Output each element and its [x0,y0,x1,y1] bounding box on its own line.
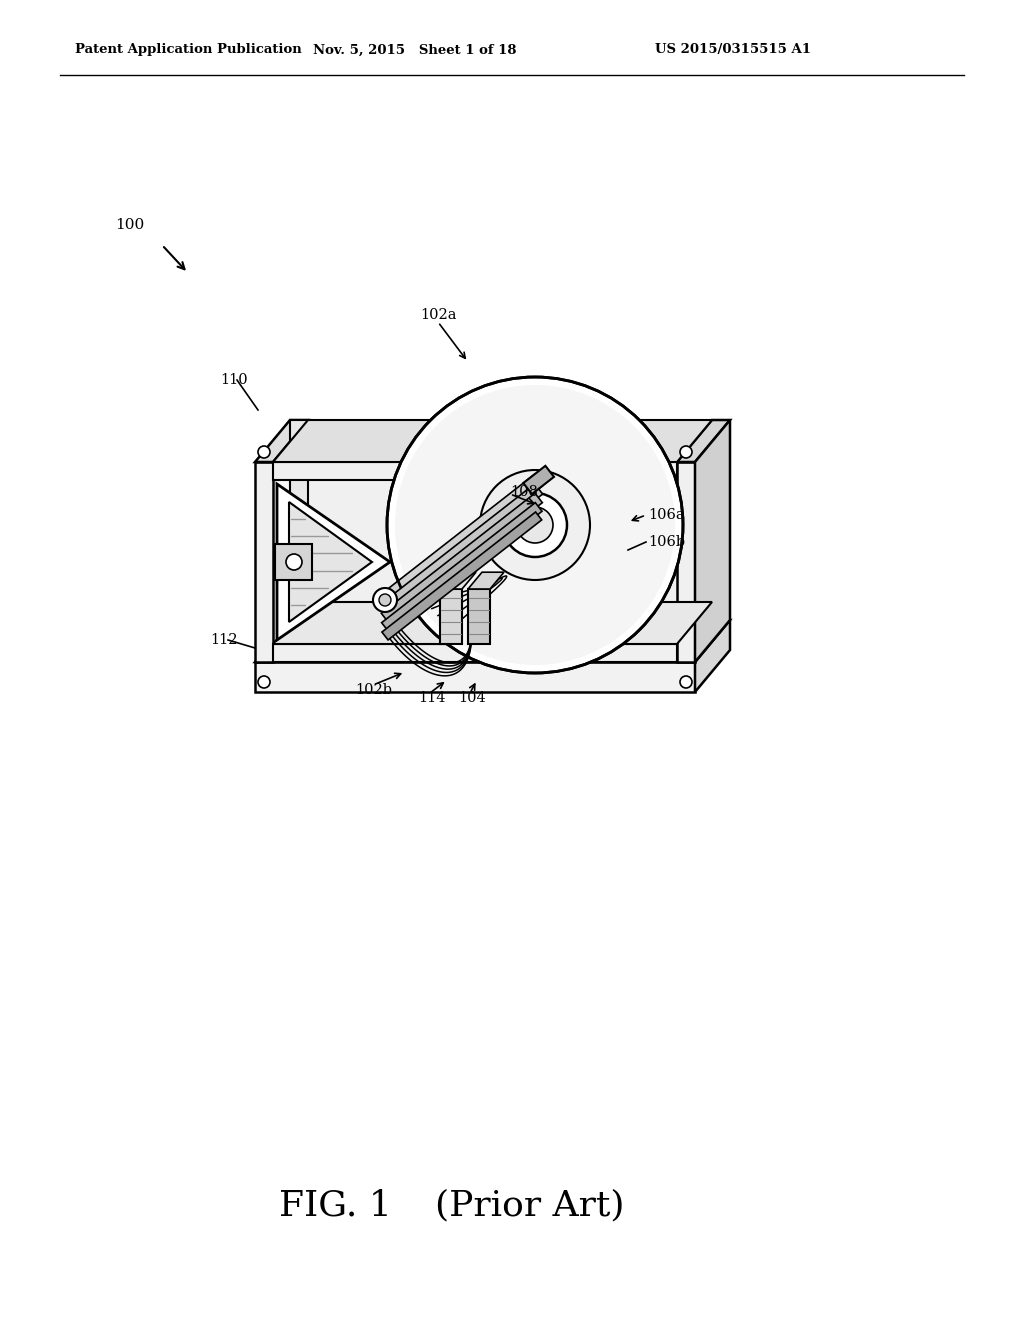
Circle shape [379,594,391,606]
Text: 100: 100 [115,218,144,232]
Polygon shape [290,420,308,620]
Circle shape [503,492,567,557]
Polygon shape [695,620,730,692]
Polygon shape [255,420,308,462]
Polygon shape [382,503,542,631]
Circle shape [286,554,302,570]
Polygon shape [468,572,504,589]
Polygon shape [255,462,273,663]
Polygon shape [278,484,390,640]
Polygon shape [255,620,730,663]
Polygon shape [440,572,476,589]
Bar [468,589,490,644]
Circle shape [395,385,675,665]
Circle shape [258,446,270,458]
Circle shape [680,446,692,458]
Circle shape [480,470,590,579]
Polygon shape [677,420,730,462]
Circle shape [373,587,397,612]
Polygon shape [382,512,542,640]
Polygon shape [273,420,712,462]
Circle shape [387,378,683,673]
Text: 108: 108 [510,484,538,499]
Polygon shape [289,502,372,622]
Text: 102a: 102a [420,308,457,322]
Text: 110: 110 [220,374,248,387]
Circle shape [258,676,270,688]
Polygon shape [308,438,712,602]
Polygon shape [381,494,543,623]
Text: 104: 104 [458,690,485,705]
Text: 102b: 102b [355,682,392,697]
Text: 106a: 106a [648,508,685,521]
Text: 106b: 106b [648,535,685,549]
Polygon shape [275,544,312,579]
Text: (Prior Art): (Prior Art) [435,1188,625,1222]
Text: 114: 114 [418,690,445,705]
Text: Nov. 5, 2015   Sheet 1 of 18: Nov. 5, 2015 Sheet 1 of 18 [313,44,517,57]
Polygon shape [273,644,677,663]
Polygon shape [695,420,730,663]
Polygon shape [273,462,677,480]
Text: 112: 112 [210,634,238,647]
Bar [440,589,462,644]
Polygon shape [381,484,543,614]
Polygon shape [677,462,695,663]
Text: FIG. 1: FIG. 1 [279,1188,391,1222]
Polygon shape [273,602,712,644]
Circle shape [680,676,692,688]
Circle shape [517,507,553,543]
Polygon shape [523,466,554,494]
Polygon shape [381,474,543,606]
Text: US 2015/0315515 A1: US 2015/0315515 A1 [655,44,811,57]
Polygon shape [255,663,695,692]
Text: Patent Application Publication: Patent Application Publication [75,44,302,57]
Polygon shape [273,480,677,644]
